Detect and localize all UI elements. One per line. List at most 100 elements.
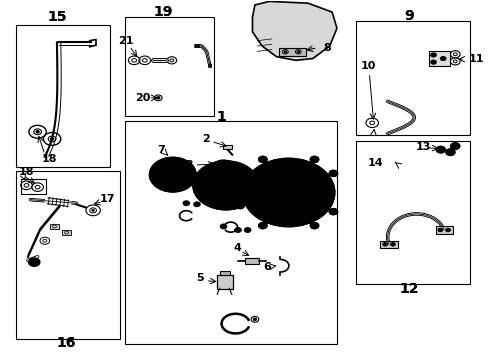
Bar xyxy=(380,241,397,248)
Text: 8: 8 xyxy=(323,43,330,53)
Circle shape xyxy=(441,58,443,59)
Circle shape xyxy=(206,201,208,202)
Bar xyxy=(50,224,59,229)
Circle shape xyxy=(297,51,299,53)
Circle shape xyxy=(206,171,245,200)
Circle shape xyxy=(238,204,241,207)
Text: 19: 19 xyxy=(153,5,172,19)
Circle shape xyxy=(242,172,245,175)
Bar xyxy=(217,275,232,289)
Bar xyxy=(356,141,469,284)
Bar xyxy=(16,24,110,167)
Text: 16: 16 xyxy=(57,336,76,350)
Text: 17: 17 xyxy=(100,194,115,204)
Circle shape xyxy=(328,208,337,215)
Bar xyxy=(124,18,213,116)
Circle shape xyxy=(284,51,285,53)
Text: 2: 2 xyxy=(202,134,209,144)
Circle shape xyxy=(244,228,250,233)
Circle shape xyxy=(239,170,248,177)
Circle shape xyxy=(258,222,266,229)
Circle shape xyxy=(309,222,318,229)
Bar xyxy=(435,226,452,234)
Circle shape xyxy=(432,54,434,56)
Circle shape xyxy=(453,145,456,147)
Circle shape xyxy=(432,62,434,63)
Text: 9: 9 xyxy=(404,9,413,23)
Circle shape xyxy=(193,202,200,207)
Circle shape xyxy=(439,57,445,61)
Circle shape xyxy=(437,228,442,232)
Text: 21: 21 xyxy=(118,36,133,46)
Text: 5: 5 xyxy=(196,273,203,283)
Text: 4: 4 xyxy=(233,243,241,253)
Circle shape xyxy=(183,201,189,206)
Text: 15: 15 xyxy=(47,10,66,24)
Circle shape xyxy=(312,225,315,227)
Text: 13: 13 xyxy=(414,142,430,152)
Bar xyxy=(244,257,258,264)
Text: 9: 9 xyxy=(404,9,413,23)
Circle shape xyxy=(382,243,387,246)
Bar xyxy=(20,179,46,194)
Circle shape xyxy=(253,318,256,320)
Circle shape xyxy=(258,156,266,163)
Circle shape xyxy=(235,202,244,209)
Text: 12: 12 xyxy=(399,282,418,296)
Text: 18: 18 xyxy=(42,154,57,164)
Circle shape xyxy=(51,138,53,140)
Circle shape xyxy=(185,203,187,204)
Circle shape xyxy=(193,161,258,210)
Bar xyxy=(428,51,449,66)
Circle shape xyxy=(309,156,318,163)
Bar xyxy=(356,21,469,135)
Circle shape xyxy=(243,158,334,226)
Circle shape xyxy=(430,53,436,57)
Circle shape xyxy=(157,97,160,99)
Text: 20: 20 xyxy=(134,93,150,103)
Circle shape xyxy=(430,60,436,64)
Circle shape xyxy=(204,199,210,204)
Circle shape xyxy=(445,228,449,232)
Circle shape xyxy=(237,229,239,231)
Circle shape xyxy=(331,211,334,213)
Text: 6: 6 xyxy=(263,262,270,272)
Circle shape xyxy=(448,151,451,153)
Circle shape xyxy=(390,243,395,246)
Circle shape xyxy=(438,149,441,151)
Text: 19: 19 xyxy=(153,5,172,19)
Circle shape xyxy=(261,225,264,227)
Circle shape xyxy=(331,172,334,175)
Circle shape xyxy=(234,228,241,233)
Circle shape xyxy=(449,143,459,150)
Polygon shape xyxy=(252,1,336,60)
Bar xyxy=(223,145,232,149)
Circle shape xyxy=(196,203,198,205)
Circle shape xyxy=(159,165,186,185)
Bar xyxy=(61,230,71,235)
Circle shape xyxy=(36,131,39,133)
Bar xyxy=(124,121,336,344)
Text: 15: 15 xyxy=(47,10,66,24)
Circle shape xyxy=(261,158,264,161)
Bar xyxy=(16,171,120,339)
Text: 12: 12 xyxy=(399,282,418,296)
Bar xyxy=(220,271,229,275)
Circle shape xyxy=(28,258,40,266)
Text: 10: 10 xyxy=(361,62,376,71)
Text: 18: 18 xyxy=(19,167,34,177)
Text: 3: 3 xyxy=(185,160,193,170)
Circle shape xyxy=(328,170,337,177)
Text: 11: 11 xyxy=(468,54,483,64)
Bar xyxy=(279,48,305,56)
Text: 14: 14 xyxy=(367,158,383,168)
Circle shape xyxy=(246,229,248,231)
Circle shape xyxy=(258,170,318,215)
Text: 16: 16 xyxy=(57,336,76,350)
Text: 1: 1 xyxy=(216,111,225,125)
Text: 7: 7 xyxy=(157,145,164,156)
Circle shape xyxy=(222,226,224,227)
Circle shape xyxy=(435,146,445,153)
Circle shape xyxy=(149,157,196,192)
Circle shape xyxy=(274,182,302,203)
